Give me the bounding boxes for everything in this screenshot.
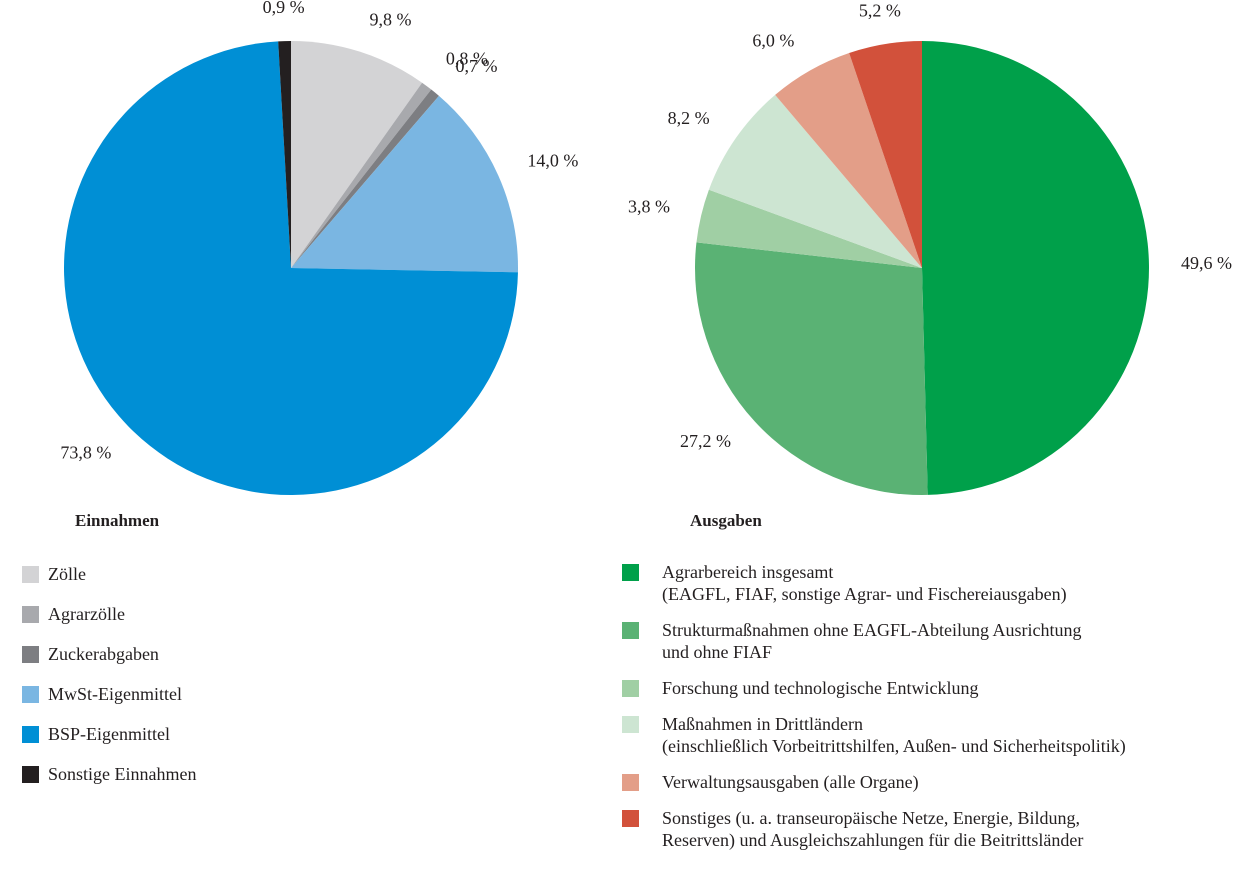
- slice-label: 0,8 %: [446, 49, 488, 69]
- pie-slice: [708, 94, 922, 268]
- legend-label: Forschung und technologische Entwicklung: [662, 678, 979, 698]
- legend-swatch: [22, 686, 39, 703]
- legend-label: Sonstige Einnahmen: [48, 764, 197, 784]
- legend-item: Sonstiges (u. a. transeuropäische Netze,…: [622, 807, 1126, 851]
- legend-swatch: [22, 606, 39, 623]
- pie-slice: [291, 41, 423, 268]
- slice-label: 14,0 %: [527, 150, 578, 170]
- pie-slice: [695, 242, 928, 496]
- legend-label: Agrarzölle: [48, 604, 125, 624]
- slice-label: 5,2 %: [859, 1, 901, 21]
- pie-slice: [291, 82, 432, 269]
- pie-slice: [291, 89, 439, 268]
- legend-label: Agrarbereich insgesamt (EAGFL, FIAF, son…: [662, 562, 1067, 604]
- legend: Zölle Agrarzölle Zuckerabgaben MwSt-Eigenmi…: [22, 563, 196, 803]
- chart-title: Ausgaben: [690, 511, 762, 530]
- legend-item: Sonstige Einnahmen: [22, 763, 196, 785]
- legend-item: BSP-Eigenmittel: [22, 723, 196, 745]
- legend-item: Zuckerabgaben: [22, 643, 196, 665]
- legend-swatch: [622, 680, 639, 697]
- pie-slice: [696, 189, 922, 268]
- pie-slice: [63, 41, 518, 496]
- legend-label: Sonstiges (u. a. transeuropäische Netze,…: [662, 808, 1084, 850]
- pie-slice: [291, 95, 518, 273]
- slice-label: 73,8 %: [60, 443, 111, 463]
- legend-label: MwSt-Eigenmittel: [48, 684, 182, 704]
- legend-label: Zuckerabgaben: [48, 644, 159, 664]
- legend-swatch: [622, 716, 639, 733]
- legend-swatch: [22, 766, 39, 783]
- slice-label: 6,0 %: [752, 31, 794, 51]
- legend-item: Maßnahmen in Drittländern (einschließlic…: [622, 713, 1126, 757]
- legend-item: Zölle: [22, 563, 196, 585]
- legend-item: Strukturmaßnahmen ohne EAGFL-Abteilung A…: [622, 619, 1126, 663]
- legend-swatch: [622, 774, 639, 791]
- pie-slice: [775, 53, 922, 269]
- chart-title: Einnahmen: [75, 511, 160, 530]
- legend-label: Zölle: [48, 564, 86, 584]
- pie-slice: [849, 41, 922, 268]
- legend-swatch: [622, 564, 639, 581]
- slice-label: 49,6 %: [1181, 253, 1232, 273]
- pie-slice: [922, 41, 1149, 495]
- legend-item: MwSt-Eigenmittel: [22, 683, 196, 705]
- legend-swatch: [22, 726, 39, 743]
- legend: Agrarbereich insgesamt (EAGFL, FIAF, son…: [622, 561, 1126, 865]
- legend-label: Strukturmaßnahmen ohne EAGFL-Abteilung A…: [662, 620, 1082, 662]
- legend-item: Agrarbereich insgesamt (EAGFL, FIAF, son…: [622, 561, 1126, 605]
- legend-label: Verwaltungsausgaben (alle Organe): [662, 772, 919, 792]
- legend-swatch: [622, 810, 639, 827]
- legend-item: Verwaltungsausgaben (alle Organe): [622, 771, 1126, 793]
- legend-item: Agrarzölle: [22, 603, 196, 625]
- slice-label: 27,2 %: [680, 431, 731, 451]
- slice-label: 3,8 %: [628, 196, 670, 216]
- slice-label: 0,7 %: [455, 56, 497, 76]
- legend-label: BSP-Eigenmittel: [48, 724, 171, 744]
- slice-label: 8,2 %: [668, 108, 710, 128]
- legend-swatch: [22, 566, 39, 583]
- pie-slice: [278, 41, 291, 268]
- legend-swatch: [622, 622, 639, 639]
- slice-label: 9,8 %: [369, 9, 411, 29]
- legend-label: Maßnahmen in Drittländern (einschließlic…: [662, 714, 1126, 756]
- slice-label: 0,9 %: [263, 0, 305, 17]
- legend-item: Forschung und technologische Entwicklung: [622, 677, 1126, 699]
- legend-swatch: [22, 646, 39, 663]
